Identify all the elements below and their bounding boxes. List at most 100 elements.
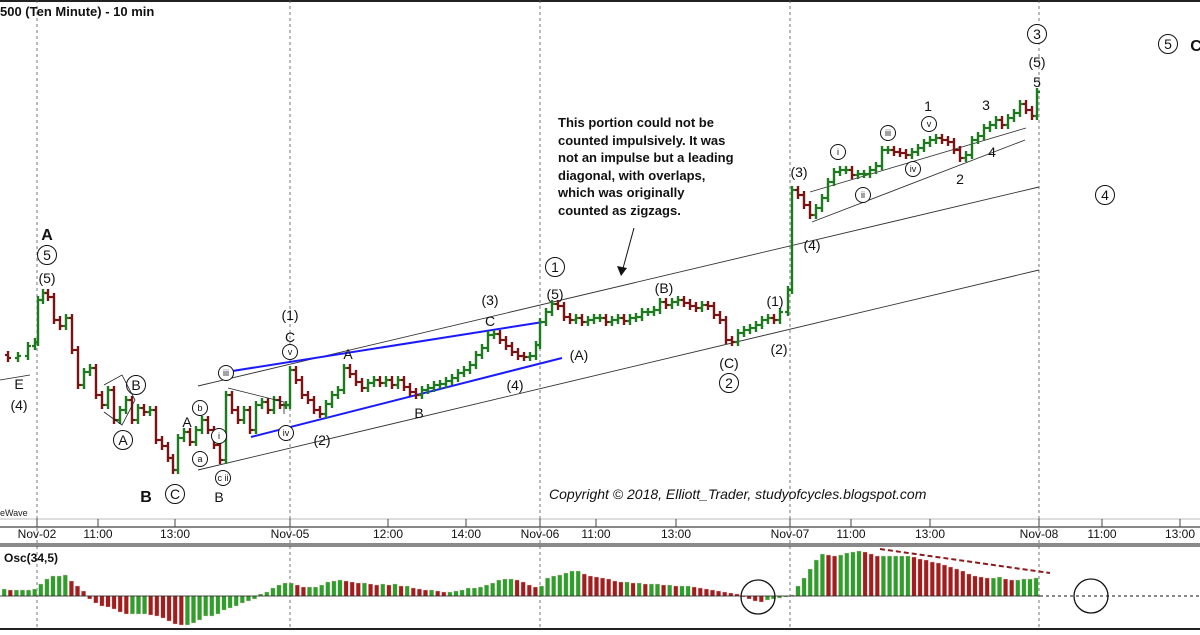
wave-label: (4) bbox=[10, 397, 27, 413]
oscillator-bar bbox=[13, 589, 19, 597]
oscillator-bar bbox=[410, 587, 416, 597]
wave-label: iii bbox=[223, 368, 229, 378]
oscillator-bar bbox=[929, 561, 935, 597]
pane-splitter[interactable] bbox=[0, 543, 1200, 547]
tick-label: Nov-06 bbox=[520, 527, 560, 541]
tick-label: 13:00 bbox=[914, 527, 946, 541]
wave-label: (5) bbox=[1028, 54, 1045, 70]
oscillator-bar bbox=[337, 579, 343, 597]
oscillator-bar bbox=[978, 576, 984, 597]
tick-label: Nov-07 bbox=[770, 527, 810, 541]
oscillator-bar bbox=[874, 555, 880, 597]
oscillator-bar bbox=[349, 581, 355, 597]
oscillator-bar bbox=[991, 577, 996, 597]
wave-label: B bbox=[414, 405, 423, 421]
oscillator-bar bbox=[32, 588, 38, 597]
wave-label: C bbox=[285, 329, 295, 345]
oscillator-bar bbox=[728, 592, 734, 597]
wave-label-circle bbox=[278, 425, 294, 441]
wave-label: 5 bbox=[1164, 36, 1172, 52]
wave-label-circle bbox=[921, 116, 937, 132]
oscillator-bar bbox=[618, 581, 624, 597]
oscillator-bar bbox=[795, 585, 801, 597]
oscillator-bar bbox=[203, 595, 209, 617]
oscillator-bar bbox=[282, 582, 288, 597]
oscillator-bar bbox=[496, 579, 502, 597]
oscillator-bar bbox=[478, 586, 483, 597]
chart-title: 500 (Ten Minute) - 10 min bbox=[0, 4, 155, 19]
diagonal-channel-line bbox=[250, 357, 563, 438]
wave-label: 3 bbox=[1033, 26, 1041, 42]
wave-label: (B) bbox=[655, 280, 674, 296]
oscillator-bar bbox=[62, 574, 68, 597]
oscillator-bar bbox=[392, 583, 398, 597]
oscillator-bar bbox=[856, 550, 862, 597]
oscillator-bar bbox=[948, 566, 954, 597]
oscillator-bar bbox=[936, 562, 941, 597]
oscillator-bar bbox=[557, 574, 563, 597]
oscillator-bar bbox=[362, 582, 367, 597]
tick-label: Nov-08 bbox=[1019, 527, 1059, 541]
oscillator-bar bbox=[820, 553, 825, 597]
tick-label: 14:00 bbox=[450, 527, 482, 541]
trend-channel-line bbox=[197, 186, 1040, 387]
oscillator-bar bbox=[661, 584, 667, 597]
wave-label: 4 bbox=[1101, 187, 1109, 203]
oscillator-bar bbox=[484, 584, 489, 597]
oscillator-bar bbox=[435, 590, 441, 597]
oscillator-bar bbox=[838, 554, 844, 597]
oscillator-bar bbox=[331, 580, 337, 597]
oscillator-bar bbox=[1021, 578, 1027, 597]
oscillator-bar bbox=[123, 595, 129, 615]
oscillator-bar bbox=[722, 591, 728, 597]
tick-label: Nov-02 bbox=[17, 527, 57, 541]
oscillator-bar bbox=[887, 555, 893, 597]
wave-label: (1) bbox=[766, 293, 783, 309]
oscillator-bar bbox=[209, 595, 215, 617]
wave-label: (3) bbox=[790, 164, 807, 180]
tick-label: 11:00 bbox=[581, 527, 611, 541]
note-line: counted impulsively. It was bbox=[558, 132, 726, 148]
wave-label-circle bbox=[211, 428, 227, 444]
oscillator-bar bbox=[862, 551, 868, 597]
oscillator-bar bbox=[813, 559, 819, 597]
tick-label: 11:00 bbox=[836, 527, 866, 541]
oscillator-bar bbox=[148, 595, 154, 616]
wave-label: 3 bbox=[982, 97, 990, 113]
oscillator-bar bbox=[667, 584, 673, 597]
oscillator-bar bbox=[881, 555, 886, 597]
oscillator-bar bbox=[600, 577, 606, 597]
wave-label: C bbox=[485, 313, 495, 329]
oscillator-bar bbox=[441, 591, 447, 597]
oscillator-bar bbox=[642, 583, 648, 597]
wave-label-circle bbox=[192, 451, 208, 467]
oscillator-bar bbox=[136, 595, 141, 615]
oscillator-bar bbox=[215, 595, 221, 615]
oscillator-bar bbox=[404, 585, 410, 597]
oscillator-bar bbox=[1, 588, 7, 597]
oscillator-bar bbox=[20, 589, 25, 597]
wave-label: b bbox=[197, 403, 202, 413]
wave-label: C bbox=[170, 486, 180, 502]
wave-label: (5) bbox=[38, 270, 55, 286]
oscillator-bar bbox=[459, 589, 465, 597]
oscillator-bar bbox=[233, 595, 239, 607]
oscillator-bar bbox=[905, 555, 911, 597]
oscillator-bar bbox=[575, 570, 581, 597]
oscillator-bar bbox=[704, 588, 709, 597]
note-line: This portion could not be bbox=[558, 115, 714, 130]
oscillator-bar bbox=[301, 586, 306, 597]
oscillator-bar bbox=[844, 552, 850, 597]
oscillator-bar bbox=[429, 589, 434, 597]
wave-label: 4 bbox=[988, 144, 996, 160]
oscillator-bar bbox=[899, 555, 905, 597]
oscillator-bar bbox=[636, 582, 642, 597]
tick-label: 11:00 bbox=[83, 527, 113, 541]
wave-label: iv bbox=[283, 428, 290, 438]
oscillator-bar bbox=[245, 595, 251, 602]
wave-label: (2) bbox=[313, 432, 330, 448]
wave-label-circle bbox=[1095, 185, 1115, 205]
wave-label: A bbox=[118, 432, 128, 448]
wave-label: 2 bbox=[956, 171, 964, 187]
